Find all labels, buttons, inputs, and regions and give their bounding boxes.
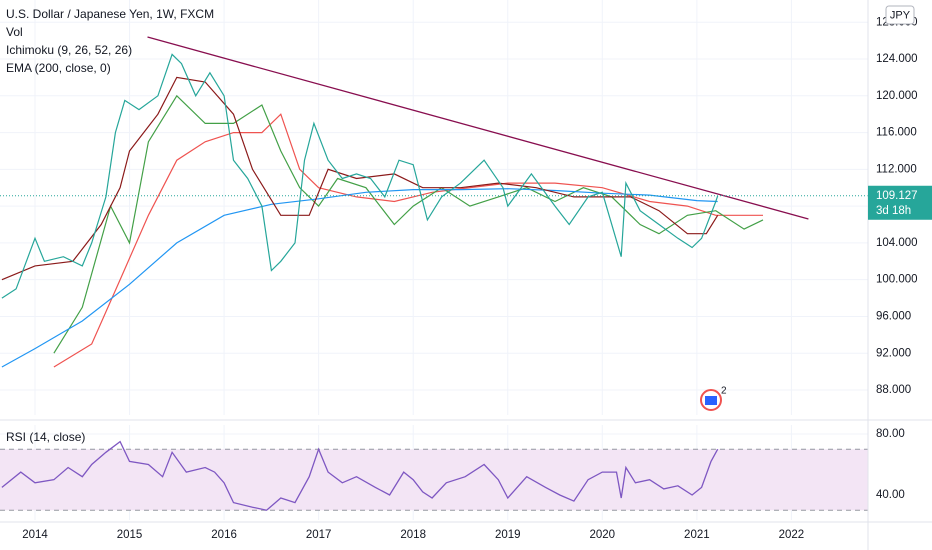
y-tick-label: 124.000 (876, 53, 918, 65)
y-tick-label: 40.00 (876, 489, 905, 501)
x-tick-label: 2019 (495, 529, 521, 541)
y-tick-label: 80.00 (876, 428, 905, 440)
y-tick-label: 92.000 (876, 347, 911, 359)
x-tick-label: 2022 (779, 529, 805, 541)
series-line (53, 94, 764, 354)
indicator-label: Vol (6, 25, 23, 39)
series-line (1, 188, 718, 368)
axes: 88.00092.00096.000100.000104.000108.0001… (22, 16, 932, 541)
rsi-title: RSI (14, close) (6, 430, 85, 444)
plot (0, 36, 868, 511)
y-tick-label: 116.000 (876, 127, 917, 139)
x-tick-label: 2015 (117, 529, 143, 541)
y-tick-label: 120.000 (876, 90, 918, 102)
trend-line (147, 36, 809, 220)
x-tick-label: 2021 (684, 529, 710, 541)
countdown: 3d 18h (876, 205, 911, 217)
y-tick-label: 88.000 (876, 384, 911, 396)
x-tick-label: 2014 (22, 529, 48, 541)
last-price-box (868, 185, 932, 220)
x-tick-label: 2016 (211, 529, 237, 541)
x-tick-label: 2020 (590, 529, 616, 541)
series-line (1, 53, 719, 299)
series-line (1, 76, 719, 281)
flag-icon (705, 396, 717, 405)
y-tick-label: 100.000 (876, 274, 918, 286)
x-tick-label: 2017 (306, 529, 332, 541)
indicator-label: Ichimoku (9, 26, 52, 26) (6, 43, 132, 57)
indicator-label: EMA (200, close, 0) (6, 61, 111, 75)
y-tick-label: 112.000 (876, 163, 917, 175)
rsi-band (0, 449, 868, 511)
grid (0, 0, 868, 520)
series-line (1, 440, 719, 511)
last-price-label: 109.127 (876, 190, 918, 202)
x-tick-label: 2018 (400, 529, 426, 541)
y-tick-label: 96.000 (876, 310, 911, 322)
y-tick-label: 104.000 (876, 237, 918, 249)
badge-count: 2 (721, 386, 727, 397)
currency-button[interactable] (885, 5, 915, 25)
currency-label[interactable]: JPY (890, 9, 911, 21)
chart-title: U.S. Dollar / Japanese Yen, 1W, FXCM (6, 7, 214, 21)
